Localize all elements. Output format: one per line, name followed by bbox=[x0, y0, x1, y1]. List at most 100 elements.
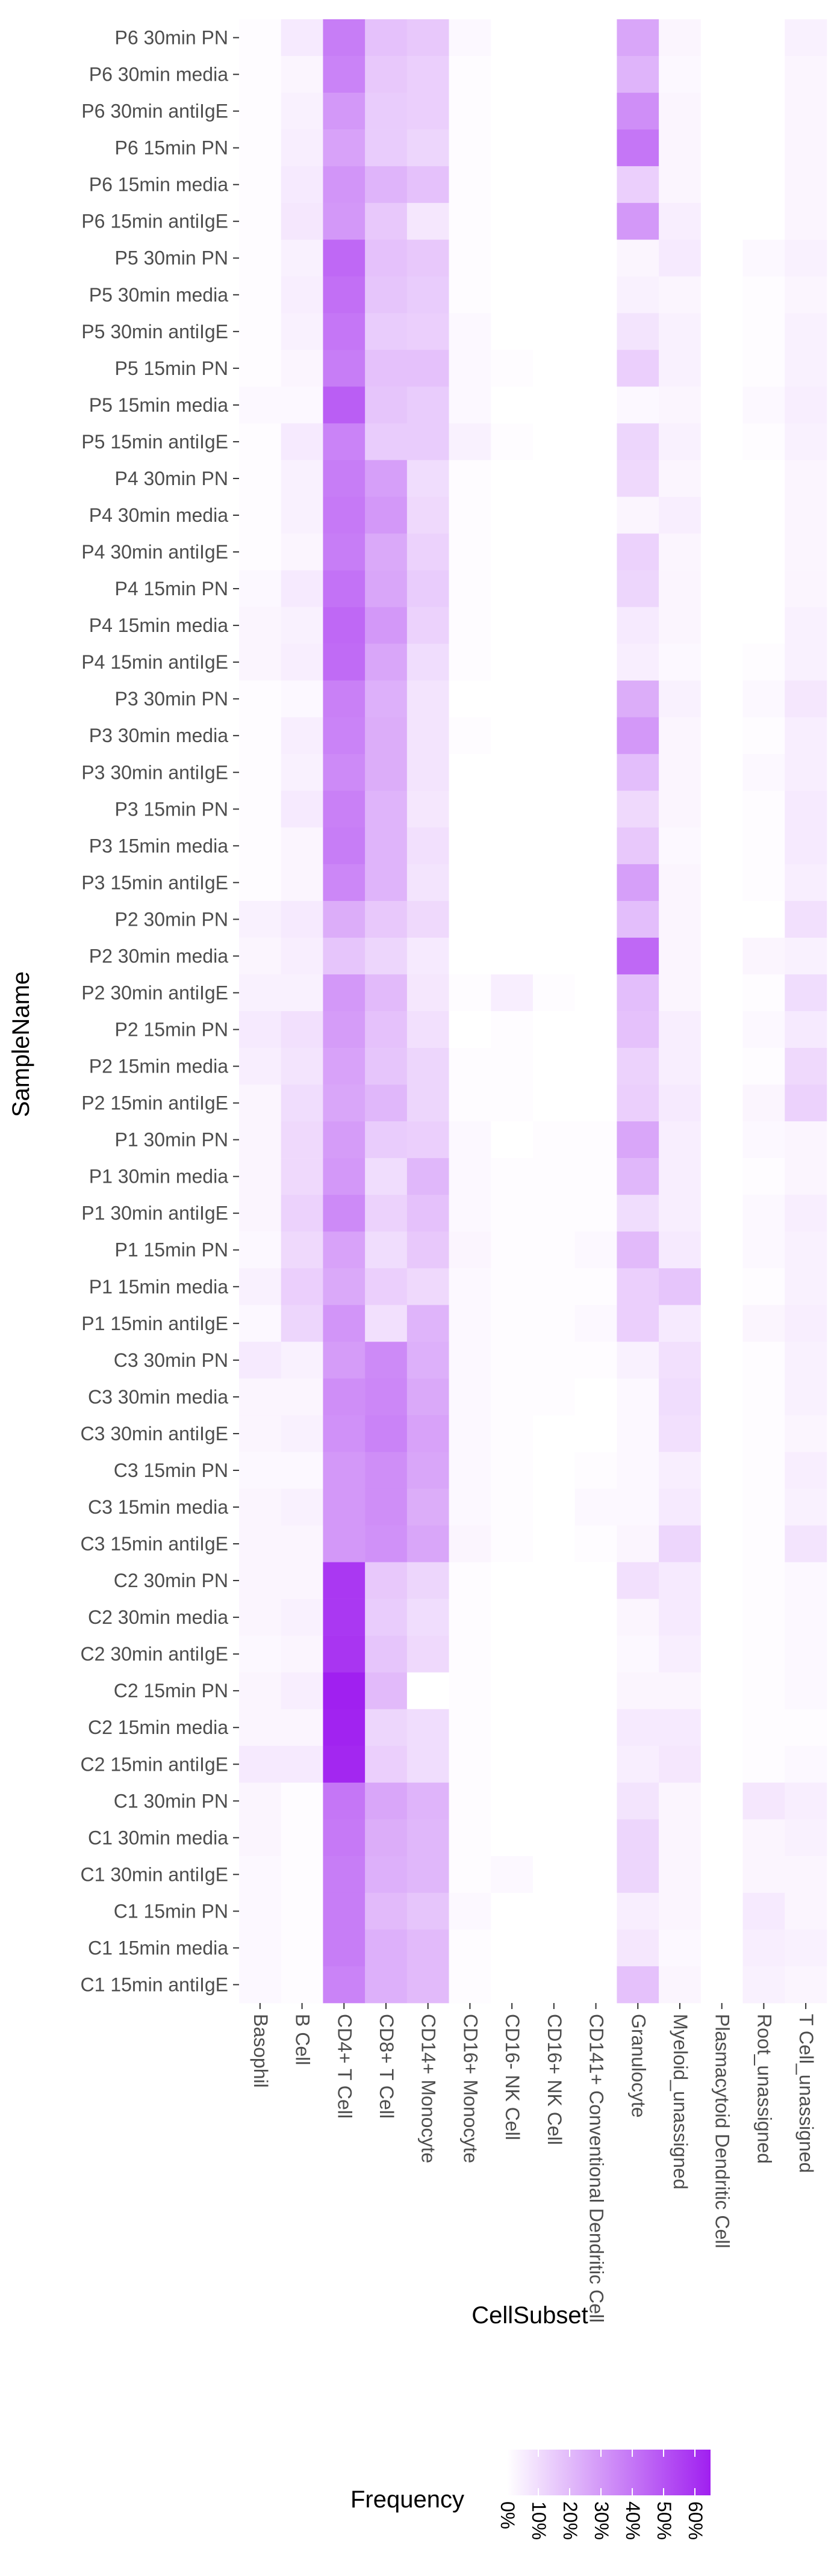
heatmap-cell bbox=[491, 313, 534, 350]
heatmap-cell bbox=[281, 717, 323, 755]
heatmap-cell bbox=[239, 1672, 282, 1710]
heatmap-cell bbox=[491, 1525, 534, 1562]
heatmap-cell bbox=[533, 864, 576, 902]
heatmap-cell bbox=[700, 1929, 743, 1967]
heatmap-cell bbox=[659, 1929, 702, 1967]
heatmap-cell bbox=[659, 1892, 702, 1930]
heatmap-cell bbox=[449, 1268, 491, 1305]
heatmap-cell bbox=[281, 864, 323, 902]
heatmap-cell bbox=[281, 1195, 323, 1232]
heatmap-cell bbox=[533, 1635, 576, 1673]
heatmap-cell bbox=[742, 900, 785, 938]
heatmap-cell bbox=[617, 129, 659, 167]
x-tick-label: CD16+ NK Cell bbox=[544, 2014, 565, 2145]
heatmap-cell bbox=[785, 350, 827, 387]
heatmap-cell bbox=[449, 570, 491, 607]
y-tick-label: P1 30min media bbox=[89, 1166, 228, 1187]
heatmap-cell bbox=[406, 1121, 449, 1159]
heatmap-cell bbox=[491, 754, 534, 791]
heatmap-cell bbox=[785, 1709, 827, 1747]
heatmap-cell bbox=[239, 533, 282, 571]
heatmap-cell bbox=[533, 1011, 576, 1048]
heatmap-cell bbox=[533, 56, 576, 93]
heatmap-cell bbox=[365, 1195, 408, 1232]
heatmap-cell bbox=[659, 240, 702, 277]
heatmap-cell bbox=[617, 1672, 659, 1710]
heatmap-cell bbox=[785, 1158, 827, 1195]
heatmap-cell bbox=[449, 240, 491, 277]
x-tick-label: CD4+ T Cell bbox=[334, 2014, 355, 2119]
heatmap-cell bbox=[617, 350, 659, 387]
heatmap-cell bbox=[281, 1892, 323, 1930]
heatmap-cell bbox=[281, 974, 323, 1012]
heatmap-cell bbox=[449, 680, 491, 718]
heatmap-cell bbox=[700, 1048, 743, 1085]
heatmap-cell bbox=[365, 56, 408, 93]
heatmap-cell bbox=[617, 1709, 659, 1747]
heatmap-cell bbox=[574, 240, 617, 277]
heatmap-cell bbox=[574, 1892, 617, 1930]
heatmap-cell bbox=[659, 717, 702, 755]
heatmap-cell bbox=[659, 864, 702, 902]
heatmap-cell bbox=[533, 827, 576, 865]
heatmap-cell bbox=[742, 386, 785, 424]
heatmap-cell bbox=[574, 717, 617, 755]
heatmap-cell bbox=[533, 1268, 576, 1305]
heatmap-cell bbox=[406, 166, 449, 203]
heatmap-cell bbox=[239, 864, 282, 902]
heatmap-cell bbox=[406, 1966, 449, 2004]
heatmap-cell bbox=[659, 1342, 702, 1379]
heatmap-cell bbox=[617, 717, 659, 755]
heatmap-cell bbox=[533, 203, 576, 240]
heatmap-cell bbox=[323, 533, 366, 571]
heatmap-cell bbox=[406, 680, 449, 718]
heatmap-cell bbox=[406, 1085, 449, 1122]
heatmap-cell bbox=[491, 607, 534, 644]
heatmap-cell bbox=[574, 1195, 617, 1232]
heatmap-cell bbox=[785, 313, 827, 350]
heatmap-cell bbox=[323, 1635, 366, 1673]
heatmap-cell bbox=[491, 1856, 534, 1893]
heatmap-cell bbox=[659, 900, 702, 938]
heatmap-cell bbox=[239, 937, 282, 975]
heatmap-cell bbox=[449, 1231, 491, 1269]
heatmap-cell bbox=[449, 1966, 491, 2004]
heatmap-cell bbox=[323, 203, 366, 240]
heatmap-cell bbox=[365, 1121, 408, 1159]
heatmap-cell bbox=[533, 313, 576, 350]
heatmap-cell bbox=[406, 1342, 449, 1379]
heatmap-cell bbox=[574, 56, 617, 93]
heatmap-cell bbox=[281, 1158, 323, 1195]
legend-tick-label: 10% bbox=[528, 2501, 550, 2540]
heatmap-cell bbox=[700, 93, 743, 130]
heatmap-cell bbox=[659, 1672, 702, 1710]
heatmap-cell bbox=[449, 129, 491, 167]
heatmap-cell bbox=[406, 203, 449, 240]
heatmap-cell bbox=[449, 790, 491, 828]
heatmap-cell bbox=[239, 1635, 282, 1673]
heatmap-cell bbox=[700, 1672, 743, 1710]
heatmap-cell bbox=[659, 1452, 702, 1489]
heatmap-cell bbox=[365, 570, 408, 607]
heatmap-cell bbox=[281, 1415, 323, 1452]
heatmap-cell bbox=[365, 900, 408, 938]
heatmap-cell bbox=[491, 1085, 534, 1122]
heatmap-cell bbox=[659, 1121, 702, 1159]
heatmap-cell bbox=[574, 1599, 617, 1636]
heatmap-cell bbox=[449, 864, 491, 902]
heatmap-cell bbox=[239, 313, 282, 350]
heatmap-cell bbox=[239, 1268, 282, 1305]
heatmap-cell bbox=[365, 643, 408, 681]
y-tick-label: P3 30min media bbox=[89, 725, 228, 746]
x-tick-label: CD141+ Conventional Dendritic Cell bbox=[586, 2014, 608, 2323]
heatmap-cell bbox=[785, 19, 827, 57]
y-tick-label: P6 30min antiIgE bbox=[81, 101, 228, 122]
heatmap-cell bbox=[239, 1819, 282, 1857]
heatmap-cell bbox=[617, 1085, 659, 1122]
heatmap-cell bbox=[239, 1305, 282, 1342]
heatmap-cell bbox=[323, 1929, 366, 1967]
heatmap-cell bbox=[533, 1048, 576, 1085]
heatmap-cell bbox=[617, 1452, 659, 1489]
x-tick-label: Root_unassigned bbox=[753, 2014, 775, 2164]
heatmap-cell bbox=[365, 607, 408, 644]
